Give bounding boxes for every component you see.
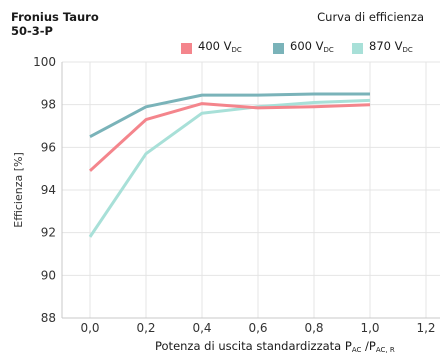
series-line-600v	[89, 92, 370, 139]
x-axis-label-sep: /P	[361, 339, 376, 353]
x-axis-label-sub1: AC	[351, 346, 362, 354]
chart-title: Fronius Tauro 50-3-P	[11, 10, 151, 38]
x-axis-label-sub2: AC, R	[375, 346, 395, 354]
y-tick-label: 88	[41, 311, 56, 325]
legend-swatch-400v	[181, 42, 192, 54]
x-tick-label: 0,6	[248, 321, 267, 335]
x-axis-label-main: Potenza di uscita standardizzata P	[155, 339, 352, 353]
x-tick-label: 0,0	[80, 321, 99, 335]
x-tick-label: 1,0	[360, 321, 379, 335]
y-tick-label: 98	[41, 98, 56, 112]
chart-subtitle: Curva di efficienza	[317, 10, 424, 24]
title-line-1: Fronius Tauro	[11, 10, 99, 24]
legend-label-600v: 600 V	[290, 39, 324, 53]
legend-label-400v: 400 V	[198, 39, 232, 53]
y-tick-label: 94	[41, 183, 56, 197]
legend-sub-400v: DC	[231, 46, 242, 54]
legend: 400 VDC 600 VDC 870 VDC	[0, 38, 441, 54]
series-layer	[88, 92, 371, 238]
y-axis-label: Efficienza [%]	[12, 152, 25, 227]
grid-layer	[62, 61, 440, 319]
title-line-2: 50-3-P	[11, 24, 53, 38]
legend-sub-600v: DC	[323, 46, 334, 54]
x-tick-label: 0,2	[136, 321, 155, 335]
series-line-870v	[88, 98, 371, 238]
legend-label-870v: 870 V	[369, 39, 403, 53]
legend-sub-870v: DC	[402, 46, 413, 54]
y-tick-label: 100	[33, 55, 56, 69]
series-line-400v	[88, 102, 371, 172]
legend-swatch-600v	[273, 42, 284, 54]
axis-layer: 100 98 96 94 92 90 88 0,0 0,2 0,4 0,6 0,8 1,0 1,2	[33, 55, 440, 335]
x-axis-label: Potenza di uscita standardizzata PAC /PA…	[155, 339, 395, 354]
legend-item-400v: 400 VDC	[181, 38, 242, 58]
legend-item-600v: 600 VDC	[273, 38, 334, 58]
x-tick-label: 1,2	[416, 321, 435, 335]
x-tick-label: 0,8	[304, 321, 323, 335]
legend-item-870v: 870 VDC	[352, 38, 413, 58]
x-tick-label: 0,4	[192, 321, 211, 335]
y-tick-label: 92	[41, 226, 56, 240]
y-tick-label: 90	[41, 268, 56, 282]
legend-swatch-870v	[352, 42, 363, 54]
y-tick-label: 96	[41, 140, 56, 154]
